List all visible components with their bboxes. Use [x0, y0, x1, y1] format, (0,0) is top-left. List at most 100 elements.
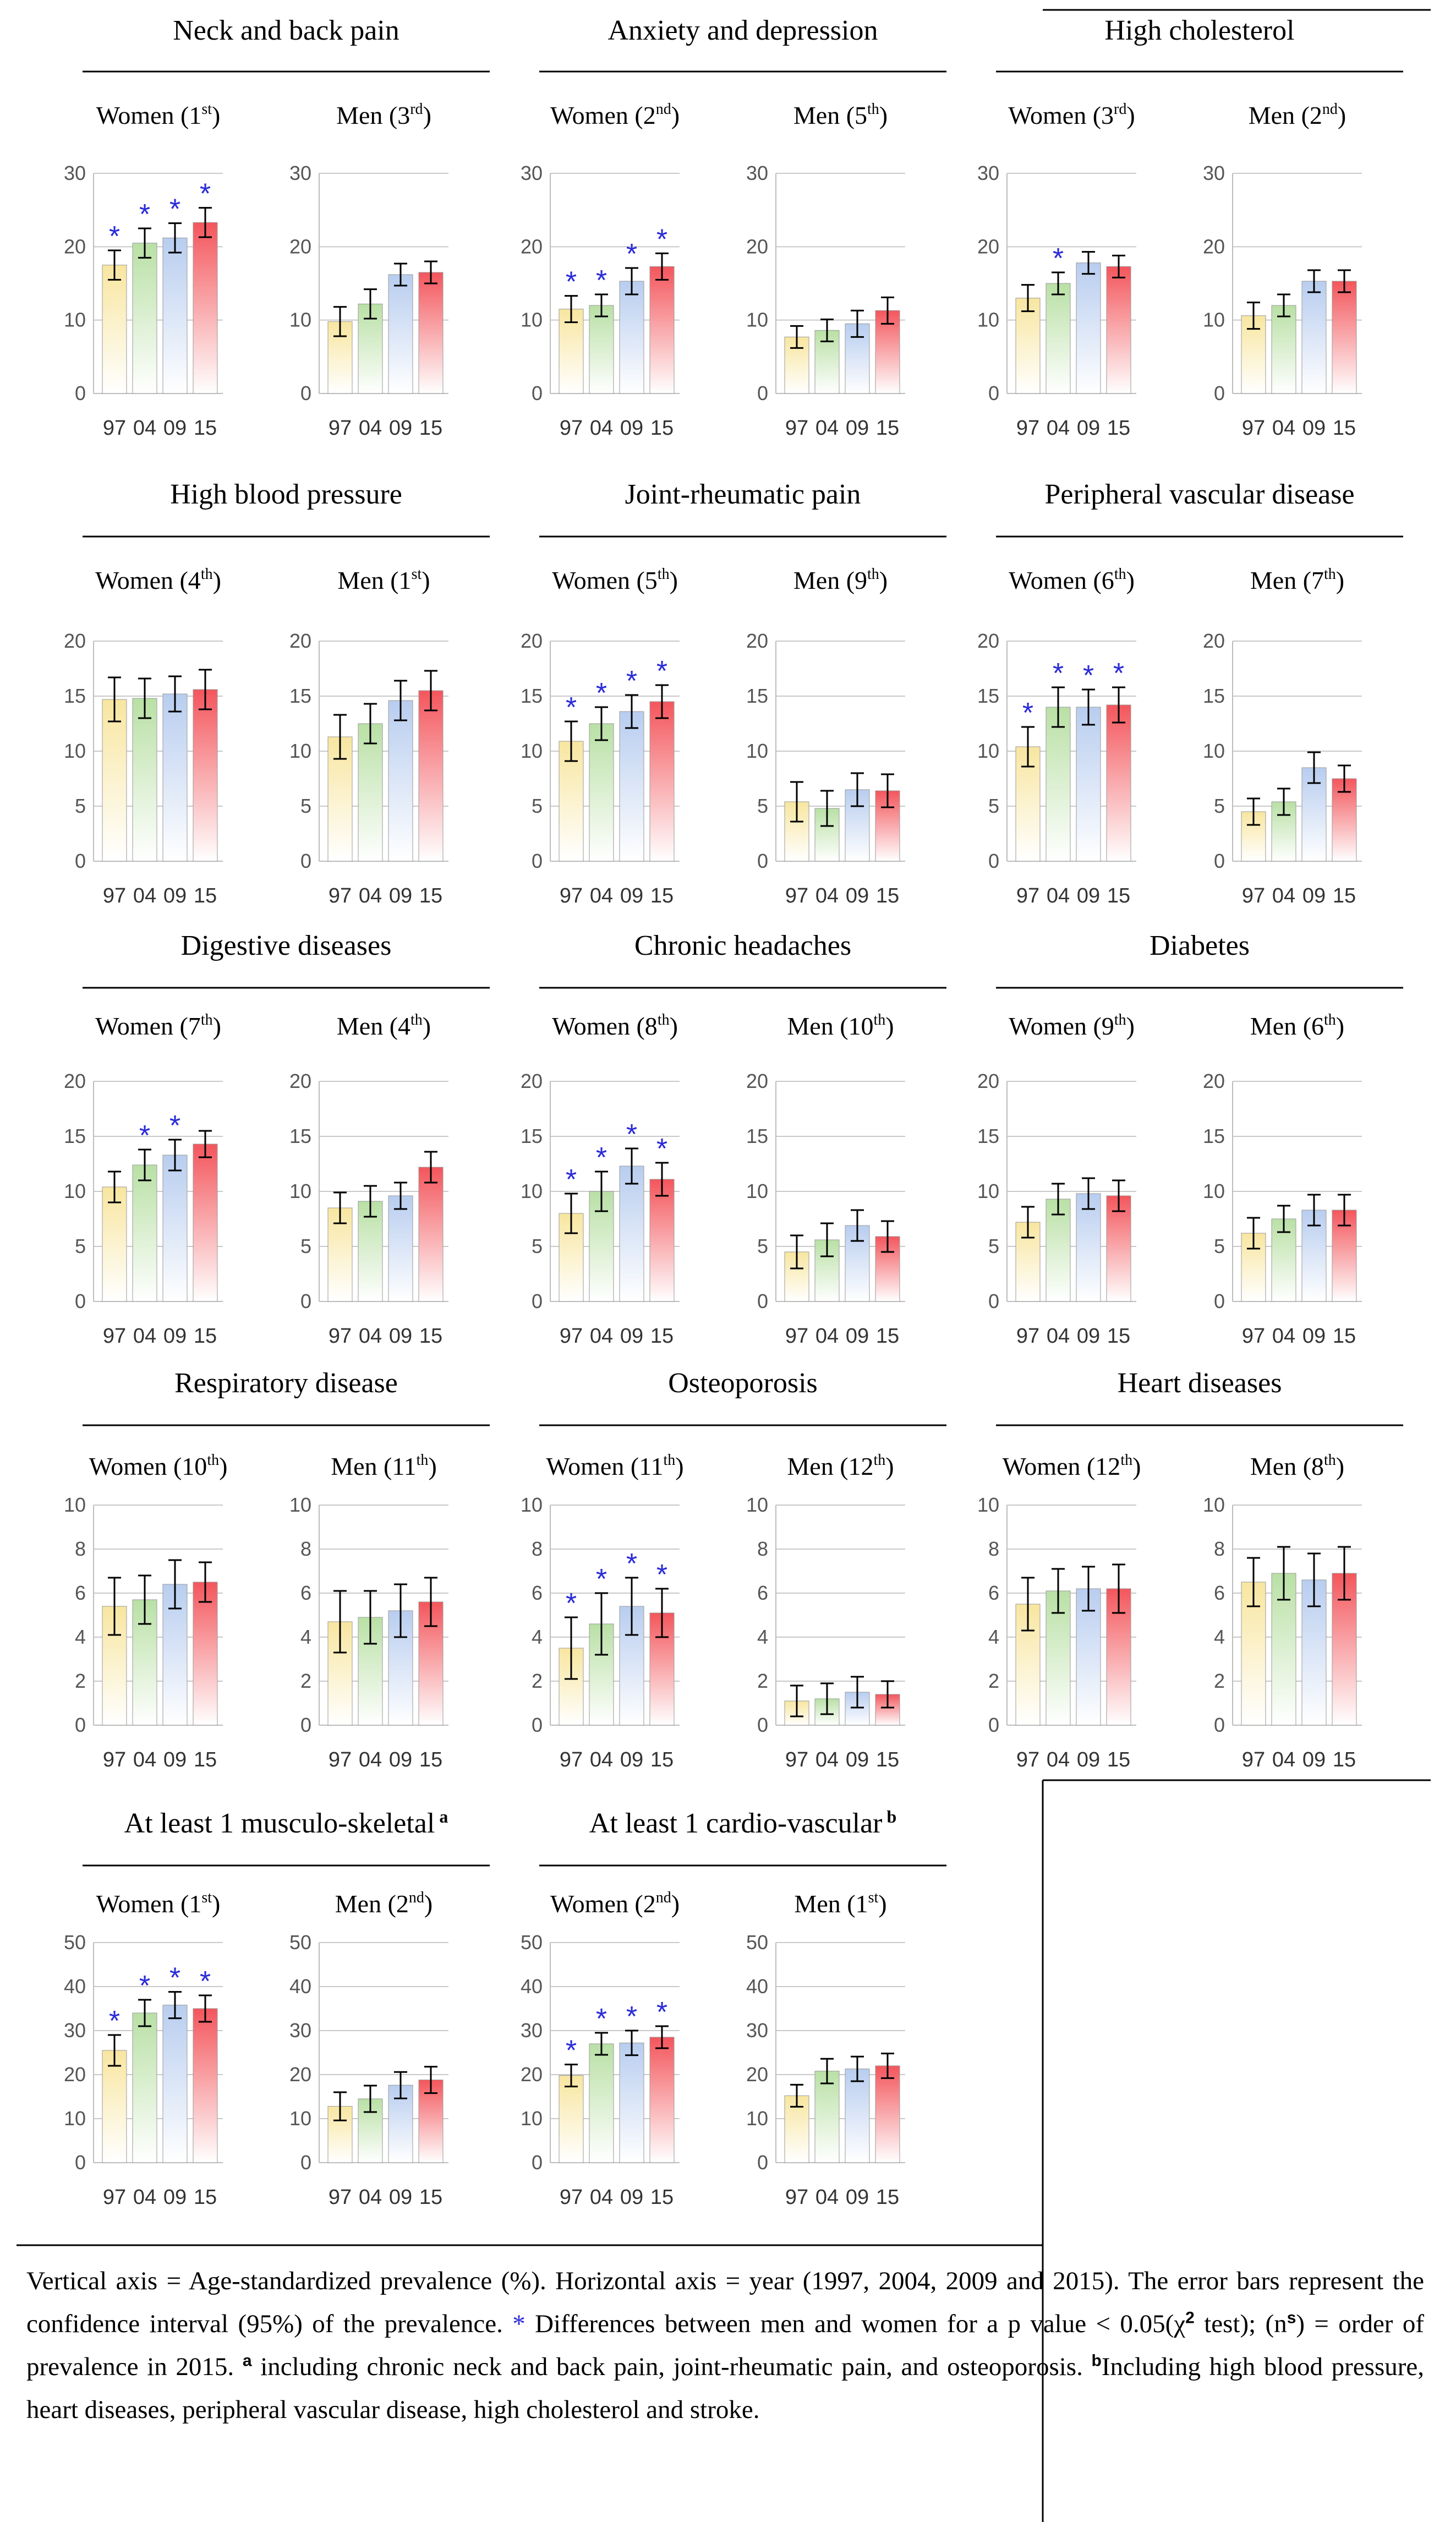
y-tick-label: 15: [746, 1125, 768, 1147]
significance-star: *: [596, 1142, 607, 1174]
y-tick-label: 20: [1203, 630, 1225, 652]
panel-label: Men (6: [1250, 1012, 1324, 1040]
x-tick-label: 04: [590, 1748, 613, 1771]
y-tick-label: 20: [64, 630, 86, 652]
x-tick-label: 04: [1047, 884, 1070, 907]
x-tick-label: 15: [876, 1325, 899, 1348]
panel-close-paren: ): [1126, 101, 1135, 129]
panel-title: Men (7th): [1250, 566, 1344, 594]
panel-title: Women (5th): [552, 566, 678, 594]
panel-rank-suffix: th: [1120, 1452, 1132, 1469]
y-tick-label: 0: [1214, 382, 1225, 404]
significance-star: *: [169, 1962, 180, 1994]
x-tick-label: 15: [650, 2186, 674, 2209]
bar: [1271, 305, 1296, 394]
bar: [358, 723, 383, 862]
x-tick-label: 09: [1302, 1325, 1326, 1348]
group-title: Joint-rheumatic pain: [625, 479, 861, 510]
y-tick-label: 10: [64, 2107, 86, 2130]
y-tick-label: 10: [521, 1493, 543, 1516]
y-tick-label: 10: [521, 740, 543, 762]
x-tick-label: 09: [389, 2186, 412, 2209]
y-tick-label: 0: [300, 382, 311, 404]
footnote-significance-text: Differences between men and women for a …: [535, 2310, 1186, 2338]
bar: [162, 237, 188, 394]
bar: [162, 693, 188, 862]
panel-close-paren: ): [423, 1012, 431, 1040]
x-tick-label: 09: [846, 417, 869, 440]
x-tick-label: 15: [419, 884, 442, 907]
y-tick-label: 2: [300, 1670, 311, 1692]
panel-label: Men (2: [335, 1890, 409, 1918]
bar: [1076, 707, 1101, 862]
y-tick-label: 10: [1203, 309, 1225, 331]
panel-label: Men (3: [336, 101, 410, 129]
y-tick-label: 30: [521, 2019, 543, 2042]
panel-rank-suffix: th: [201, 1011, 213, 1029]
panel-rank-suffix: th: [874, 1452, 886, 1469]
panel-rank-suffix: th: [410, 1011, 423, 1029]
y-tick-label: 5: [532, 795, 543, 817]
significance-star: *: [656, 1133, 667, 1165]
significance-star: *: [566, 692, 577, 724]
x-tick-label: 15: [419, 1325, 442, 1348]
x-tick-label: 09: [620, 1748, 643, 1771]
panel-label: Women (2: [550, 1890, 656, 1918]
x-tick-label: 09: [620, 2186, 643, 2209]
panel-rank-suffix: nd: [656, 101, 671, 118]
x-tick-label: 04: [1047, 1748, 1070, 1771]
y-tick-label: 10: [746, 2107, 768, 2130]
footnote-star: *: [512, 2310, 526, 2338]
x-tick-label: 15: [419, 2186, 442, 2209]
x-tick-label: 15: [650, 417, 674, 440]
x-tick-label: 15: [876, 417, 899, 440]
panel-title: Women (1st): [96, 1889, 221, 1918]
y-tick-label: 10: [64, 309, 86, 331]
y-tick-label: 50: [746, 1931, 768, 1954]
significance-star: *: [626, 2001, 637, 2033]
y-tick-label: 30: [289, 2019, 311, 2042]
x-tick-label: 09: [620, 1325, 643, 1348]
y-tick-label: 0: [757, 850, 768, 872]
y-tick-label: 0: [75, 2151, 86, 2174]
panel-title: Men (11th): [331, 1452, 437, 1480]
x-tick-label: 04: [133, 417, 156, 440]
x-tick-label: 15: [194, 417, 217, 440]
significance-star: *: [566, 1164, 577, 1196]
y-tick-label: 6: [532, 1582, 543, 1604]
panel-title: Men (5th): [793, 101, 888, 129]
bar: [649, 701, 675, 862]
x-tick-label: 04: [359, 417, 382, 440]
y-tick-label: 15: [1203, 1125, 1225, 1147]
bar: [649, 266, 675, 394]
bar: [102, 265, 127, 394]
bar: [193, 689, 218, 862]
x-tick-label: 15: [1333, 417, 1356, 440]
y-tick-label: 5: [757, 795, 768, 817]
panel-label: Women (4: [95, 566, 201, 594]
x-tick-label: 04: [815, 1325, 839, 1348]
group-title: Neck and back pain: [173, 15, 399, 46]
y-tick-label: 10: [521, 2107, 543, 2130]
y-tick-label: 0: [988, 850, 999, 872]
panel-title: Women (6th): [1009, 566, 1135, 594]
panel-close-paren: ): [885, 1012, 894, 1040]
panel-rank-suffix: th: [867, 101, 879, 118]
significance-star: *: [626, 665, 637, 697]
panel-rank-suffix: th: [1114, 1011, 1126, 1029]
panel-label: Women (10: [89, 1452, 207, 1480]
y-tick-label: 6: [988, 1582, 999, 1604]
panel-close-paren: ): [213, 566, 221, 594]
y-tick-label: 20: [977, 235, 999, 258]
panel-title: Men (10th): [787, 1011, 894, 1040]
panel-rank-suffix: st: [201, 1889, 212, 1906]
group-title: At least 1 musculo-skeletal a: [124, 1807, 448, 1839]
y-tick-label: 20: [64, 2063, 86, 2086]
x-tick-label: 09: [163, 417, 187, 440]
footnote-order-text: ) = order of prevalence in 2015.: [26, 2310, 1424, 2381]
x-tick-label: 15: [194, 884, 217, 907]
bar: [193, 1582, 218, 1726]
y-tick-label: 5: [300, 795, 311, 817]
y-tick-label: 20: [521, 235, 543, 258]
x-tick-label: 09: [620, 884, 643, 907]
